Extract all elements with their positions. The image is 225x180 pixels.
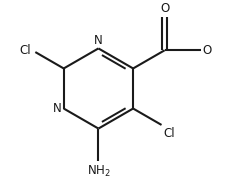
Text: O: O	[159, 2, 169, 15]
Text: N: N	[53, 102, 62, 115]
Text: N: N	[94, 34, 102, 47]
Text: NH$_2$: NH$_2$	[86, 164, 110, 179]
Text: Cl: Cl	[163, 127, 174, 140]
Text: O: O	[201, 44, 210, 57]
Text: Cl: Cl	[19, 44, 31, 57]
